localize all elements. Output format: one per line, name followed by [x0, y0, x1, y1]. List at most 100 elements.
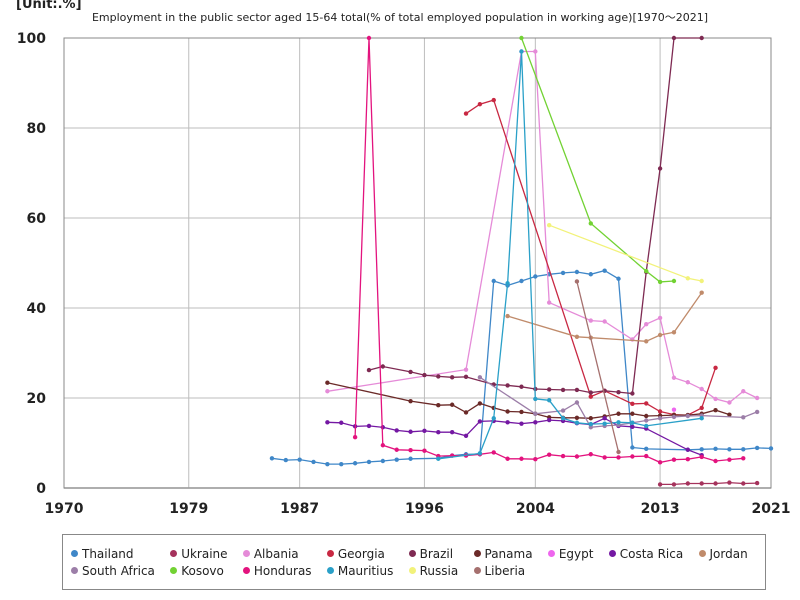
legend-marker-icon	[71, 567, 78, 574]
data-point	[644, 401, 649, 406]
series-russia	[546, 223, 704, 284]
legend-item: Georgia	[326, 547, 403, 561]
data-point	[657, 482, 663, 487]
legend-label: Jordan	[709, 546, 748, 561]
data-point	[754, 395, 760, 401]
series-line	[327, 382, 730, 419]
legend-label: South Africa	[82, 563, 155, 578]
series-kosovo	[519, 35, 677, 285]
data-point	[657, 409, 663, 414]
data-point	[727, 457, 732, 462]
series-brazil	[366, 35, 704, 396]
y-tick-label: 40	[27, 301, 47, 317]
data-point	[325, 461, 330, 467]
data-point	[574, 454, 580, 459]
data-point	[380, 443, 386, 448]
data-point	[366, 367, 372, 373]
data-point	[505, 383, 510, 388]
data-point	[408, 369, 413, 375]
data-point	[505, 456, 510, 461]
data-point	[533, 274, 538, 279]
data-point	[588, 452, 593, 457]
x-tick-label: 1970	[45, 501, 84, 517]
data-point	[505, 420, 510, 425]
data-point	[685, 380, 691, 385]
data-point	[325, 420, 330, 425]
data-point	[574, 279, 580, 284]
data-point	[339, 461, 344, 467]
data-point	[366, 423, 372, 429]
data-point	[644, 268, 649, 274]
data-point	[436, 430, 441, 435]
data-point	[297, 457, 302, 462]
data-point	[727, 412, 732, 417]
data-point	[546, 452, 552, 457]
data-point	[533, 396, 538, 402]
legend-item: Panama	[473, 547, 542, 561]
legend-label: Russia	[419, 563, 459, 578]
data-point	[671, 407, 677, 412]
data-point	[699, 481, 704, 486]
legend-label: Albania	[253, 546, 299, 561]
data-point	[463, 433, 469, 438]
data-point	[394, 457, 399, 462]
legend-label: Kosovo	[181, 563, 224, 578]
legend-item: Liberia	[473, 564, 542, 578]
data-point	[422, 428, 427, 434]
plot-frame	[63, 37, 772, 489]
data-point	[546, 387, 552, 392]
data-point	[616, 389, 621, 395]
legend-marker-icon	[326, 550, 334, 557]
data-point	[505, 313, 510, 319]
legend-marker-icon	[408, 550, 416, 557]
data-point	[560, 416, 566, 421]
legend-marker-icon	[608, 550, 616, 557]
data-point	[449, 402, 455, 407]
legend-label: Costa Rica	[619, 546, 684, 561]
grid-lines	[63, 37, 772, 489]
legend-item: Ukraine	[170, 547, 237, 561]
data-point	[685, 481, 691, 486]
data-point	[671, 414, 677, 420]
data-point	[408, 429, 413, 434]
data-point	[727, 400, 732, 405]
legend-marker-icon	[408, 567, 416, 574]
data-point	[657, 460, 663, 465]
data-point	[671, 482, 677, 487]
x-tick-label: 2021	[752, 501, 791, 517]
data-point	[644, 418, 649, 423]
data-point	[741, 389, 746, 394]
data-point	[546, 398, 552, 403]
data-point	[602, 455, 607, 460]
legend-item: Jordan	[698, 546, 757, 561]
legend-label: Mauritius	[337, 563, 394, 578]
data-point	[644, 413, 649, 419]
data-point	[630, 420, 635, 425]
data-point	[602, 421, 607, 426]
data-point	[588, 416, 593, 421]
data-point	[754, 480, 760, 486]
x-tick-label: 1979	[169, 501, 208, 517]
data-point	[366, 459, 372, 465]
data-point	[505, 281, 510, 286]
series-honduras	[352, 35, 746, 465]
data-point	[699, 290, 704, 295]
data-point	[657, 166, 663, 171]
data-point	[699, 386, 704, 392]
data-point	[546, 300, 552, 305]
legend-marker-icon	[473, 550, 481, 557]
data-point	[352, 434, 358, 440]
data-point	[519, 409, 524, 415]
data-point	[560, 270, 566, 276]
data-point	[741, 456, 746, 461]
series-line	[271, 269, 772, 465]
data-point	[699, 405, 704, 411]
data-point	[699, 447, 704, 452]
axis-labels: 0 20 40 60 80 100 1970 1979 1987 1996 2004 2013 2021	[17, 31, 791, 517]
data-point	[325, 389, 330, 394]
legend-marker-icon	[698, 550, 706, 557]
data-point	[630, 391, 635, 396]
data-point	[574, 387, 580, 393]
data-point	[713, 407, 718, 413]
